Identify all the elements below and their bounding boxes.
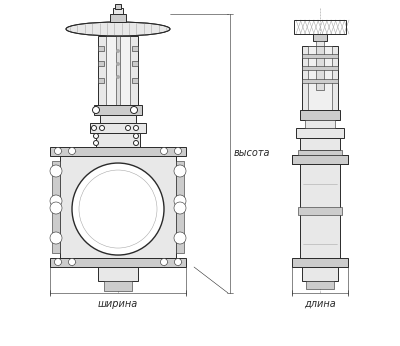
Circle shape (50, 195, 62, 207)
Circle shape (160, 258, 168, 265)
Bar (298, 207, 342, 215)
Circle shape (100, 126, 104, 130)
Bar (316, 46, 324, 90)
Bar (100, 115, 136, 123)
Circle shape (116, 63, 120, 65)
Circle shape (174, 195, 186, 207)
Bar (300, 164, 340, 258)
Bar (98, 36, 138, 105)
Bar (302, 46, 338, 110)
Circle shape (92, 107, 100, 113)
Circle shape (68, 147, 76, 155)
Bar (298, 150, 342, 155)
Bar (52, 161, 60, 253)
Circle shape (134, 126, 138, 130)
Bar (176, 161, 184, 253)
Circle shape (174, 258, 182, 265)
Circle shape (174, 202, 186, 214)
Circle shape (116, 49, 120, 53)
Circle shape (130, 107, 138, 113)
Bar (132, 61, 138, 66)
Bar (294, 20, 346, 34)
Circle shape (50, 165, 62, 177)
Bar (292, 258, 348, 267)
Bar (302, 66, 338, 70)
Circle shape (174, 232, 186, 244)
Bar (106, 36, 130, 105)
Circle shape (72, 163, 164, 255)
Circle shape (134, 134, 138, 138)
Bar (90, 123, 146, 133)
Bar (96, 133, 140, 147)
Bar (116, 36, 120, 135)
Circle shape (54, 147, 62, 155)
Circle shape (94, 134, 98, 138)
Circle shape (134, 140, 138, 146)
Bar (98, 267, 138, 281)
Bar (302, 267, 338, 281)
Bar (308, 46, 332, 110)
Bar (98, 46, 104, 51)
Circle shape (50, 232, 62, 244)
Bar (296, 128, 344, 138)
Bar (132, 78, 138, 83)
Bar (50, 258, 186, 267)
Bar (302, 79, 338, 83)
Bar (300, 138, 340, 150)
Bar (60, 156, 176, 258)
Circle shape (116, 75, 120, 79)
Bar (104, 281, 132, 291)
Circle shape (174, 165, 186, 177)
Ellipse shape (66, 22, 170, 36)
Circle shape (54, 258, 62, 265)
Circle shape (50, 202, 62, 214)
Bar (110, 14, 126, 22)
Bar (132, 46, 138, 51)
Bar (98, 78, 104, 83)
Bar (113, 8, 123, 14)
Bar (305, 120, 335, 128)
Text: высота: высота (234, 148, 270, 158)
Circle shape (174, 147, 182, 155)
Bar (313, 34, 327, 41)
Circle shape (92, 126, 96, 130)
Bar (300, 110, 340, 120)
Bar (292, 155, 348, 164)
Circle shape (68, 258, 76, 265)
Bar (302, 54, 338, 58)
Circle shape (79, 170, 157, 248)
Bar (98, 61, 104, 66)
Circle shape (126, 126, 130, 130)
Text: ширина: ширина (98, 299, 138, 309)
Circle shape (160, 147, 168, 155)
Bar (50, 147, 186, 156)
Circle shape (94, 140, 98, 146)
Bar (115, 4, 121, 9)
Text: длина: длина (304, 299, 336, 309)
Bar (292, 155, 348, 164)
Bar (316, 41, 324, 46)
Bar (306, 281, 334, 289)
Bar (94, 105, 142, 115)
